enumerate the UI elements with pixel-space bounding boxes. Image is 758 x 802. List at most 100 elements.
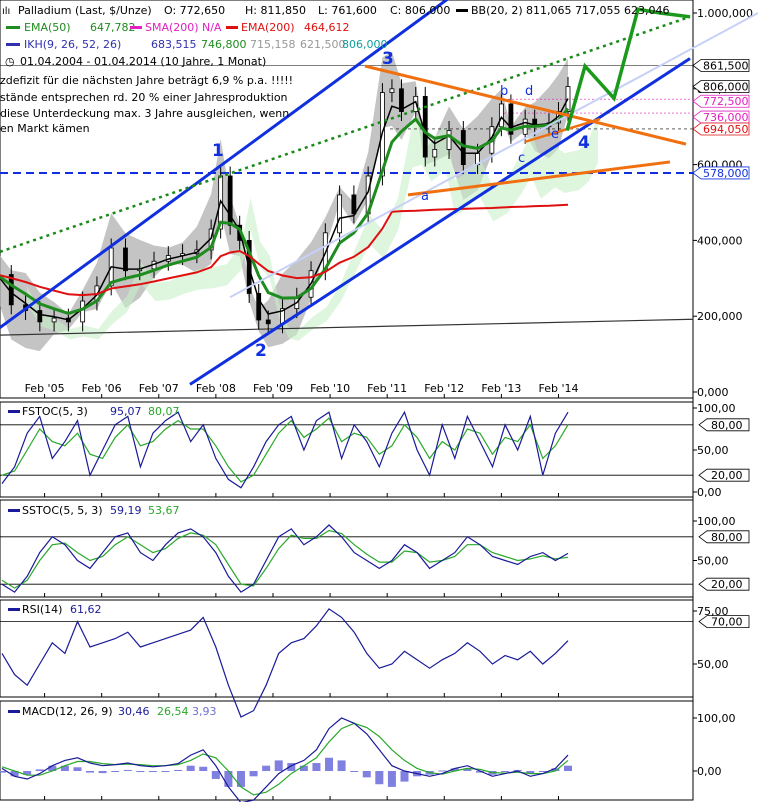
level-marker-box [698,468,750,482]
ikh-value-1: 683,515 [151,38,197,51]
x-tick-label: Feb '12 [424,382,464,395]
macd-hist-bar [48,765,57,771]
point-label: b [500,84,508,99]
price-pane: 1234abcde861,500806,000772,500736,000694… [0,0,758,386]
price-marker-value: 736,000 [703,111,749,124]
macd-hist-bar [10,771,19,777]
annotation-line: zdefizit für die nächsten Jahre beträgt … [0,74,293,87]
wave-label: 4 [578,133,590,153]
x-tick-label: Feb '13 [481,382,521,395]
level-marker-box [698,418,750,432]
rsi-swatch [8,608,20,611]
x-tick-label: Feb '08 [196,382,236,395]
price-marker-box [692,59,750,72]
candle-body [80,300,86,323]
y-tick-label: 100,00 [697,712,736,725]
macd-hist-value: 3,93 [192,705,217,718]
sstoc-k-value: 59,19 [110,504,142,517]
forecast-path [565,7,691,131]
macd-hist-bar [274,760,283,771]
sstoc-d-value: 53,67 [148,504,180,517]
fstoc-swatch [8,410,20,413]
bb-values: 811,065 717,055 623,046 [526,4,669,17]
macd-hist-bar [23,771,32,775]
macd-hist-bar [86,771,95,773]
point-label: e [551,127,559,142]
ikh-value-3: 715,158 [250,38,296,51]
k-line [1,410,569,489]
macd-hist-bar [136,771,145,773]
macd-value: 30,46 [118,705,150,718]
macd-hist-bar [362,771,371,778]
fstoc-pane: 100,00 50,00 0,00 80,00 20,00 [0,402,750,499]
candle-body [123,247,128,272]
ikh-value-2: 746,800 [201,38,247,51]
ema200-swatch [226,26,238,29]
wave-label: 3 [382,49,394,69]
macd-hist-bar [325,757,334,771]
trend-channel-lower [189,57,691,386]
level-marker-box [698,577,750,591]
rsi-value: 61,62 [70,603,102,616]
y-tick-label: 50,00 [697,658,729,671]
triangle-upper-line [364,64,687,146]
macd-hist-bar [387,771,396,787]
ikh-value-5: 806,000 [342,38,388,51]
macd-hist-bar [123,769,132,771]
sma200-value: N/A [202,21,222,34]
macd-hist-bar [564,765,572,771]
ichimoku-cloud [27,117,598,341]
triangle-lower-line [407,160,671,197]
macd-label: MACD(12, 26, 9) [22,705,113,718]
macd-swatch [8,710,20,713]
level-marker-value: 20,00 [711,469,743,482]
candle-body [256,293,262,321]
macd-hist-bar [551,768,560,771]
price-marker-value: 806,000 [703,81,749,94]
macd-hist-bar [526,771,535,774]
price-marker-value: 772,500 [703,95,749,108]
annotation-line: diese Unterdeckung max. 3 Jahre ausgleic… [0,107,289,120]
y-tick-label: 50,00 [697,555,729,568]
y-tick-label: 50,00 [697,444,729,457]
annotation-line: en Markt kämen [0,122,90,135]
ikh-value-4: 621,500 [300,38,346,51]
y-tick-label: 100,00 [697,402,736,415]
wave-label: 1 [212,141,224,161]
macd-hist-bar [199,766,208,771]
macd-hist-bar [35,769,44,771]
high-value: H: 811,850 [245,4,306,17]
macd-signal-line [1,722,569,796]
x-tick-label: Feb '07 [139,382,179,395]
trend-channel-upper [0,0,449,329]
y-tick-label: 100,00 [697,515,736,528]
x-tick-label: Feb '14 [538,382,578,395]
macd-hist-bar [312,763,321,771]
period-range: 01.04.2004 - 01.04.2014 (10 Jahre, 1 Mon… [20,55,266,68]
ema50-label: EMA(50) [24,21,71,34]
sstoc-pane: 100,00 50,00 80,00 20,00 [0,515,750,593]
x-tick-label: Feb '11 [367,382,407,395]
fstoc-d-value: 80,07 [148,405,180,418]
price-marker-box [692,94,750,108]
price-marker-box [692,166,750,180]
sma200-label: SMA(200) [145,21,199,34]
price-marker-value: 694,050 [703,123,749,136]
macd-hist-bar [161,771,170,772]
rsi-pane: 75,00 50,00 70,00 [0,605,750,718]
candle-body [37,310,43,323]
d-line [1,417,569,483]
macd-hist-bar [211,771,220,779]
macd-line [1,717,569,802]
bb-label: BB(20, 2) [471,4,523,17]
annotation-line: stände entsprechen rd. 20 % einer Jahres… [0,91,288,104]
fstoc-k-value: 95,07 [110,405,142,418]
ema50-swatch [6,26,20,29]
x-tick-label: Feb '05 [25,382,65,395]
long-trend-dotted [0,15,691,253]
trend-channel-outer [229,12,758,299]
macd-hist-bar [400,771,409,782]
y-tick-label: 200,000 [697,310,743,323]
sstoc-label: SSTOC(5, 5, 3) [22,504,103,517]
x-tick-label: Feb '06 [82,382,122,395]
